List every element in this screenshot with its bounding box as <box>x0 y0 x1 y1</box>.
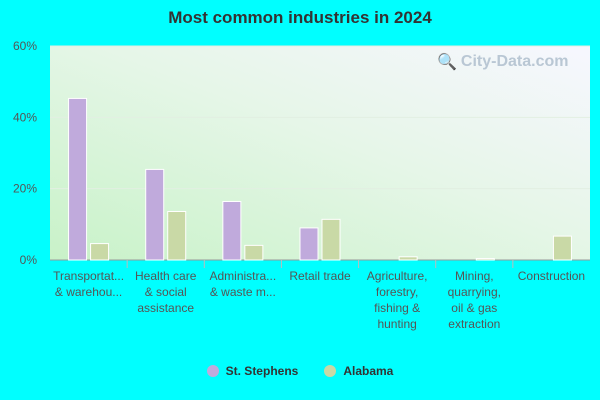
bar-st-stephens <box>68 97 88 261</box>
watermark: 🔍 City-Data.com <box>437 52 569 72</box>
legend-swatch-st-stephens <box>206 365 219 377</box>
chart-title: Most common industries in 2024 <box>168 8 432 27</box>
bar-alabama <box>321 218 341 261</box>
search-icon: 🔍 <box>437 54 457 71</box>
y-tick-label: 60% <box>13 39 37 53</box>
bar-alabama <box>398 256 418 261</box>
legend-label-st-stephens: St. Stephens <box>225 364 299 378</box>
x-tick-label: Mining, quarrying, oil & gas extraction <box>448 269 501 331</box>
y-tick-label: 20% <box>13 182 37 196</box>
legend-swatch-alabama <box>324 365 337 377</box>
bar-alabama <box>475 258 495 261</box>
bar-alabama <box>90 243 110 261</box>
x-tick-label: Agriculture, forestry, fishing & hunting <box>367 269 428 331</box>
y-tick-label: 40% <box>13 110 37 124</box>
bar-st-stephens <box>299 227 319 261</box>
plot-background <box>50 46 590 260</box>
x-tick-label: Construction <box>518 269 585 283</box>
bar-alabama <box>552 235 572 261</box>
legend-label-alabama: Alabama <box>343 364 394 378</box>
bar-alabama <box>167 210 187 261</box>
watermark-text: City-Data.com <box>460 53 569 70</box>
legend-item-st-stephens: St. Stephens <box>206 364 299 378</box>
x-tick-label: Administra... & waste m... <box>210 269 277 299</box>
y-tick-label: 0% <box>20 253 38 267</box>
legend: St. Stephens Alabama <box>0 364 600 378</box>
bar-alabama <box>244 244 264 261</box>
x-tick-label: Transportat... & warehou... <box>53 269 124 299</box>
legend-item-alabama: Alabama <box>324 364 393 378</box>
x-tick-label: Retail trade <box>289 269 351 283</box>
bar-st-stephens <box>222 201 242 261</box>
x-tick-label: Health care & social assistance <box>135 269 197 315</box>
bar-st-stephens <box>145 168 165 261</box>
